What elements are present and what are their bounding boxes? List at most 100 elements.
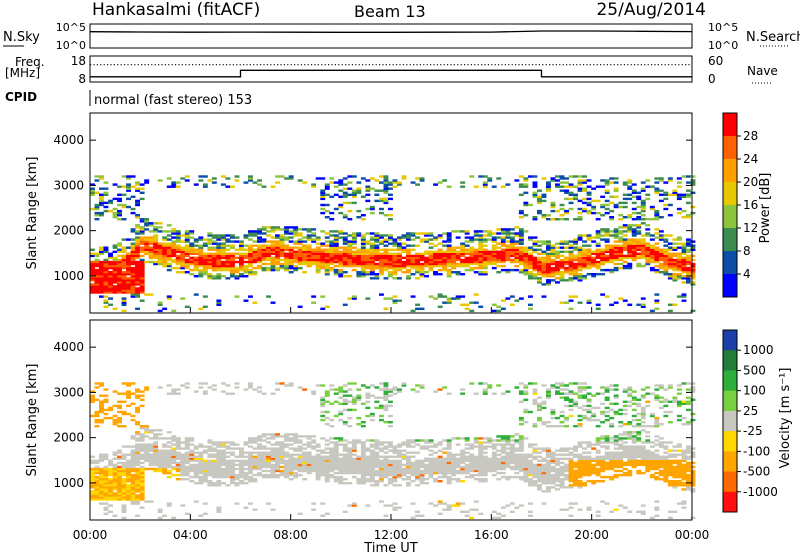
velocity-cell — [446, 457, 452, 460]
power-cell — [640, 222, 646, 225]
power-cell — [645, 185, 651, 188]
power-cell — [198, 307, 204, 310]
power-cell — [126, 271, 131, 274]
velocity-cell — [415, 467, 420, 471]
power-cell — [257, 256, 262, 260]
velocity-cell — [103, 467, 109, 471]
velocity-cell — [157, 433, 163, 436]
power-cell — [451, 258, 457, 262]
velocity-cell — [198, 451, 204, 454]
power-cell — [640, 240, 646, 243]
power-cell — [509, 246, 515, 249]
power-cell — [293, 246, 299, 249]
velocity-cell — [397, 467, 402, 471]
velocity-cell — [225, 451, 231, 454]
power-cell — [139, 289, 145, 292]
power-cell — [518, 230, 524, 233]
power-cell — [573, 258, 578, 262]
velocity-cell — [207, 445, 213, 448]
velocity-cell — [130, 392, 136, 395]
velocity-cell — [180, 469, 186, 473]
power-cell — [532, 183, 538, 186]
power-cell — [686, 242, 691, 245]
power-cell — [631, 224, 637, 227]
velocity-cell — [266, 463, 271, 467]
velocity-cell — [202, 463, 208, 467]
power-cell — [672, 242, 678, 245]
power-cell — [121, 205, 127, 209]
velocity-cell — [117, 486, 122, 489]
power-cell — [600, 195, 606, 198]
power-cell — [374, 189, 380, 192]
velocity-cell — [248, 384, 253, 387]
power-cell — [315, 268, 321, 272]
velocity-cell — [293, 447, 299, 450]
velocity-cell — [248, 502, 253, 505]
power-cell — [351, 238, 357, 241]
power-cell — [401, 234, 407, 237]
power-cell — [595, 252, 601, 255]
velocity-cell — [365, 386, 371, 389]
power-cell — [112, 307, 118, 310]
power-cell — [320, 248, 326, 251]
power-cell — [139, 287, 145, 290]
power-cell — [365, 193, 371, 196]
power-cell — [135, 273, 140, 276]
power-cell — [546, 214, 551, 217]
velocity-cell — [121, 484, 127, 487]
power-cell — [401, 246, 407, 249]
velocity-cell — [121, 516, 127, 520]
power-cell — [622, 224, 628, 227]
velocity-cell — [460, 459, 466, 462]
velocity-cell — [184, 386, 190, 389]
power-cell — [315, 177, 321, 180]
velocity-cell — [279, 445, 285, 448]
power-cell — [117, 264, 122, 268]
power-cell — [99, 289, 104, 292]
power-cell — [130, 238, 136, 241]
power-cell — [383, 175, 389, 178]
colorbar-tick-label: 24 — [743, 152, 758, 166]
velocity-cell — [433, 465, 438, 469]
velocity-cell — [342, 457, 348, 460]
velocity-cell — [270, 447, 276, 450]
velocity-cell — [315, 384, 321, 387]
velocity-cell — [351, 457, 357, 460]
power-cell — [613, 205, 619, 209]
power-cell — [518, 250, 524, 253]
power-cell — [248, 252, 253, 255]
power-cell — [455, 256, 461, 260]
velocity-cell — [482, 461, 488, 465]
velocity-cell — [473, 445, 479, 448]
power-cell — [284, 268, 289, 272]
velocity-cell — [117, 496, 122, 499]
power-cell — [509, 232, 515, 235]
power-cell — [595, 262, 601, 266]
velocity-cell — [518, 469, 524, 473]
velocity-cell — [369, 457, 375, 460]
power-cell — [220, 275, 226, 278]
power-cell — [555, 266, 560, 270]
power-cell — [284, 252, 289, 255]
power-cell — [541, 271, 547, 274]
velocity-cell — [351, 382, 357, 385]
power-cell — [184, 254, 190, 258]
power-cell — [681, 252, 687, 255]
velocity-cell — [464, 467, 470, 471]
velocity-cell — [239, 453, 244, 456]
power-cell — [117, 283, 122, 286]
velocity-cell — [333, 471, 339, 475]
power-cell — [207, 232, 213, 235]
velocity-cell — [419, 386, 425, 389]
power-cell — [333, 236, 339, 239]
power-cell — [622, 248, 628, 251]
power-cell — [559, 185, 565, 188]
power-cell — [559, 254, 565, 258]
power-cell — [424, 240, 429, 243]
velocity-cell — [478, 382, 484, 385]
power-cell — [198, 246, 204, 249]
velocity-cell — [388, 455, 393, 458]
velocity-cell — [126, 465, 131, 469]
power-cell — [166, 295, 172, 298]
power-cell — [537, 252, 542, 255]
